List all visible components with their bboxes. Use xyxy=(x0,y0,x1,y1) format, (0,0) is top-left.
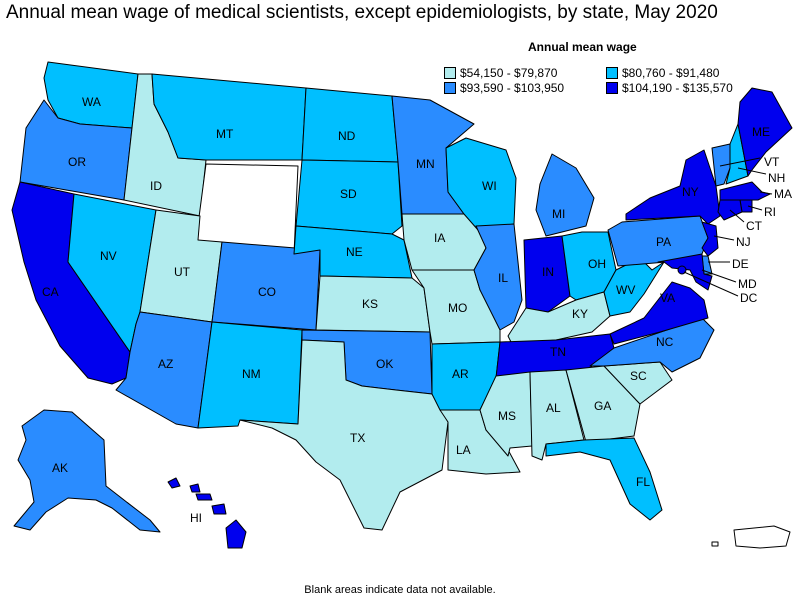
state-mt[interactable] xyxy=(151,73,307,161)
label-in: IN xyxy=(542,265,554,279)
state-ak[interactable] xyxy=(13,409,161,533)
state-hi-oahu[interactable] xyxy=(189,483,201,493)
map-title: Annual mean wage of medical scientists, … xyxy=(6,2,718,23)
state-sd[interactable] xyxy=(295,159,403,235)
label-wi: WI xyxy=(482,179,497,193)
label-ms: MS xyxy=(498,409,516,423)
state-ny[interactable] xyxy=(625,149,721,225)
label-ct: CT xyxy=(746,219,763,233)
label-ca: CA xyxy=(42,285,59,299)
legend-swatch-3 xyxy=(444,82,456,94)
legend-item-1: $54,150 - $79,870 xyxy=(444,66,557,80)
label-mn: MN xyxy=(416,157,435,171)
state-hi-big-island[interactable] xyxy=(225,519,247,549)
label-de: DE xyxy=(732,257,749,271)
state-hi-molokai[interactable] xyxy=(195,493,213,501)
leader-ct xyxy=(729,209,745,223)
state-pr-vieques[interactable] xyxy=(711,541,719,547)
state-in[interactable] xyxy=(523,235,571,313)
label-or: OR xyxy=(68,155,86,169)
leader-ma xyxy=(759,191,773,195)
label-pa: PA xyxy=(656,235,671,249)
state-md[interactable] xyxy=(657,253,713,291)
state-fl[interactable] xyxy=(545,437,663,521)
label-ny: NY xyxy=(682,185,699,199)
label-tn: TN xyxy=(550,345,566,359)
label-va: VA xyxy=(660,291,675,305)
leader-nj xyxy=(713,235,735,241)
state-il[interactable] xyxy=(473,223,523,331)
state-tx[interactable] xyxy=(239,339,449,531)
footnote: Blank areas indicate data not available. xyxy=(304,584,496,596)
label-nd: ND xyxy=(338,129,356,143)
label-sc: SC xyxy=(630,369,647,383)
label-wa: WA xyxy=(82,95,101,109)
label-nv: NV xyxy=(100,249,117,263)
label-nj: NJ xyxy=(736,235,751,249)
state-mi[interactable] xyxy=(535,153,595,237)
label-md: MD xyxy=(738,277,757,291)
leader-vt xyxy=(719,157,761,167)
state-hi-kauai[interactable] xyxy=(167,477,181,489)
legend-swatch-4 xyxy=(606,82,618,94)
state-pr[interactable] xyxy=(733,525,791,549)
state-ma[interactable] xyxy=(719,181,771,201)
label-mi: MI xyxy=(552,207,565,221)
label-ma: MA xyxy=(774,187,792,201)
label-mt: MT xyxy=(216,127,234,141)
leader-nh xyxy=(737,167,767,175)
label-al: AL xyxy=(546,401,561,415)
state-me[interactable] xyxy=(737,87,793,177)
state-va[interactable] xyxy=(609,281,709,345)
label-ok: OK xyxy=(376,357,393,371)
label-vt: VT xyxy=(764,155,780,169)
state-hi-maui[interactable] xyxy=(211,503,227,515)
label-ky: KY xyxy=(572,307,588,321)
legend-swatch-2 xyxy=(606,67,618,79)
label-mo: MO xyxy=(448,301,467,315)
state-hi[interactable] xyxy=(167,477,247,549)
legend-label-1: $54,150 - $79,870 xyxy=(460,66,558,80)
legend-swatch-1 xyxy=(444,67,456,79)
label-nm: NM xyxy=(242,367,261,381)
label-fl: FL xyxy=(636,475,650,489)
label-ga: GA xyxy=(594,399,611,413)
label-ks: KS xyxy=(362,297,378,311)
state-wy[interactable] xyxy=(195,163,299,255)
label-sd: SD xyxy=(340,187,357,201)
legend-label-3: $93,590 - $103,950 xyxy=(460,81,565,95)
leader-dc xyxy=(683,271,739,297)
legend-title: Annual mean wage xyxy=(528,40,637,54)
label-ut: UT xyxy=(174,265,191,279)
label-ri: RI xyxy=(764,205,776,219)
label-me: ME xyxy=(752,125,770,139)
label-ar: AR xyxy=(452,367,469,381)
label-ne: NE xyxy=(346,245,363,259)
label-co: CO xyxy=(258,285,276,299)
label-ak: AK xyxy=(52,461,68,475)
label-wv: WV xyxy=(616,283,635,297)
label-dc: DC xyxy=(740,291,758,305)
label-ia: IA xyxy=(434,231,445,245)
label-az: AZ xyxy=(158,357,173,371)
state-vt[interactable] xyxy=(711,143,731,187)
label-la: LA xyxy=(456,443,471,457)
legend-label-4: $104,190 - $135,570 xyxy=(622,81,733,95)
leader-ri xyxy=(747,205,763,211)
legend-label-2: $80,760 - $91,480 xyxy=(622,66,720,80)
label-il: IL xyxy=(498,271,508,285)
legend-item-4: $104,190 - $135,570 xyxy=(606,81,733,95)
label-tx: TX xyxy=(350,431,365,445)
leader-md xyxy=(701,269,737,283)
label-hi: HI xyxy=(190,511,202,525)
legend-item-2: $80,760 - $91,480 xyxy=(606,66,719,80)
label-nh: NH xyxy=(768,171,785,185)
legend-item-3: $93,590 - $103,950 xyxy=(444,81,564,95)
label-id: ID xyxy=(150,179,162,193)
label-nc: NC xyxy=(656,335,674,349)
state-nd[interactable] xyxy=(301,87,399,163)
state-nc[interactable] xyxy=(589,317,715,373)
label-oh: OH xyxy=(588,257,606,271)
